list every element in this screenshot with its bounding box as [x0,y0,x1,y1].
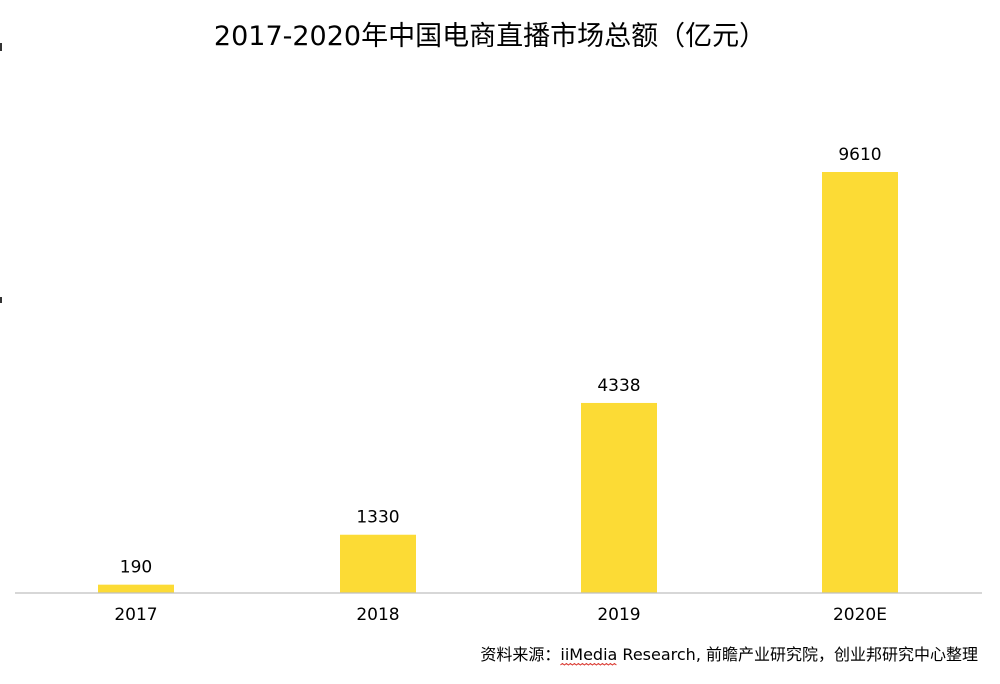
value-labels-layer: 190 1330 4338 9610 [120,145,882,578]
value-label-2019: 4338 [597,376,640,396]
spellcheck-underline [560,662,617,666]
x-tick-label-2020E: 2020E [833,605,887,625]
source-suffix: Research, 前瞻产业研究院，创业邦研究中心整理 [617,645,978,664]
left-edge-mark [0,297,2,303]
x-tick-label-2017: 2017 [114,605,157,625]
x-tick-label-2018: 2018 [356,605,399,625]
chart-title: 2017-2020年中国电商直播市场总额（亿元） [214,21,766,52]
value-label-2017: 190 [120,558,152,578]
bar-2017 [98,584,174,593]
bar-2018 [340,534,416,593]
bar-2020E [822,172,898,593]
bar-2019 [581,402,657,593]
source-prefix: 资料来源： [480,645,560,664]
x-axis-ticks-layer: 2017 2018 2019 2020E [114,605,887,625]
value-label-2020E: 9610 [838,145,881,165]
bars-layer [98,172,898,593]
x-tick-label-2019: 2019 [597,605,640,625]
value-label-2018: 1330 [356,508,399,528]
source-note: 资料来源：iiMedia Research, 前瞻产业研究院，创业邦研究中心整理 [480,645,978,664]
source-underlined: iiMedia [560,645,617,664]
left-edge-mark [0,43,2,51]
